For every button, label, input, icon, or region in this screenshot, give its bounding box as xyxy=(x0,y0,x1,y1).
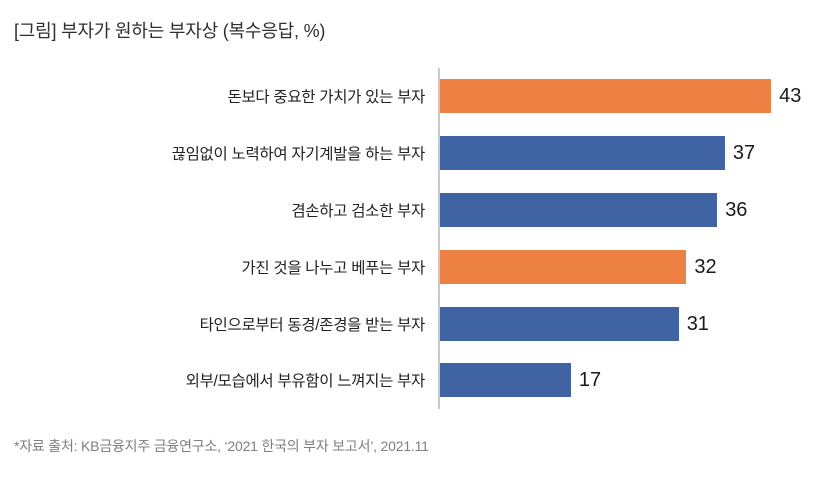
plot-area: 43 xyxy=(438,68,821,125)
bar xyxy=(440,306,679,341)
value-label: 43 xyxy=(779,85,802,108)
plot-area: 37 xyxy=(438,124,821,182)
value-label: 36 xyxy=(725,198,748,221)
category-label: 가진 것을 나누고 베푸는 부자 xyxy=(241,259,425,277)
bar xyxy=(440,79,772,114)
bar xyxy=(440,192,718,227)
category-label: 타인으로부터 동경/존경을 받는 부자 xyxy=(199,316,426,334)
bar-row: 돈보다 중요한 가치가 있는 부자 43 xyxy=(14,68,821,125)
bar xyxy=(440,136,725,171)
bar-row: 겸손하고 검소한 부자 36 xyxy=(14,181,821,239)
plot-area: 31 xyxy=(438,295,821,352)
bar-row: 외부/모습에서 부유함이 느껴지는 부자 17 xyxy=(14,351,821,409)
bar-row: 끊임없이 노력하여 자기계발을 하는 부자 37 xyxy=(14,124,821,182)
category-label: 외부/모습에서 부유함이 느껴지는 부자 xyxy=(185,373,426,391)
category-label: 끊임없이 노력하여 자기계발을 하는 부자 xyxy=(171,146,426,164)
bar-row: 가진 것을 나누고 베푸는 부자 32 xyxy=(14,238,821,296)
bar-rows: 돈보다 중요한 가치가 있는 부자 43 끊임없이 노력하여 자기계발을 하는 부자… xyxy=(14,68,821,409)
bar-chart: 돈보다 중요한 가치가 있는 부자 43 끊임없이 노력하여 자기계발을 하는 부자… xyxy=(14,68,821,409)
source-note: *자료 출처: KB금융지주 금융연구소, ‘2021 한국의 부자 보고서’,… xyxy=(14,437,429,454)
plot-area: 17 xyxy=(438,351,821,409)
bar-row: 타인으로부터 동경/존경을 받는 부자 31 xyxy=(14,295,821,352)
bar xyxy=(440,249,687,284)
category-label: 겸손하고 검소한 부자 xyxy=(291,202,425,220)
value-label: 17 xyxy=(578,369,602,392)
value-label: 31 xyxy=(686,312,709,335)
value-label: 37 xyxy=(732,142,756,165)
category-label: 돈보다 중요한 가치가 있는 부자 xyxy=(227,89,425,107)
value-label: 32 xyxy=(694,255,717,278)
chart-title: [그림] 부자가 원하는 부자상 (복수응답, %) xyxy=(14,21,326,41)
plot-area: 36 xyxy=(438,181,821,239)
bar xyxy=(440,363,571,398)
plot-area: 32 xyxy=(438,238,821,296)
